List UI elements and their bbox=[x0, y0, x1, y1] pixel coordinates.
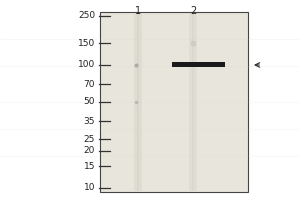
Text: 150: 150 bbox=[78, 39, 95, 48]
Text: 2: 2 bbox=[190, 6, 196, 16]
Text: 100: 100 bbox=[78, 60, 95, 69]
Text: 250: 250 bbox=[78, 11, 95, 21]
Bar bbox=[100, 12, 248, 192]
Text: 25: 25 bbox=[84, 135, 95, 144]
Text: 35: 35 bbox=[83, 117, 95, 126]
Text: 50: 50 bbox=[83, 98, 95, 106]
Bar bbox=[172, 62, 225, 67]
Text: 10: 10 bbox=[83, 184, 95, 192]
Text: 15: 15 bbox=[83, 162, 95, 171]
Text: 1: 1 bbox=[135, 6, 141, 16]
Text: 20: 20 bbox=[84, 146, 95, 155]
Text: 70: 70 bbox=[83, 80, 95, 89]
